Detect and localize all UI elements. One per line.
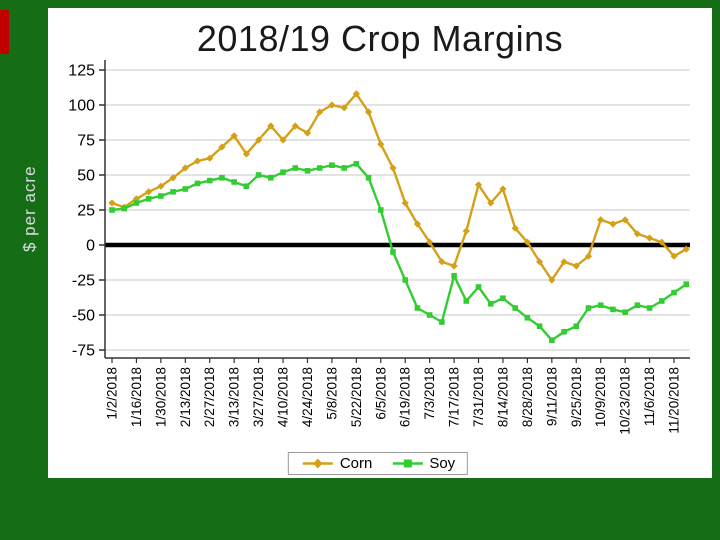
svg-text:7/17/2018: 7/17/2018 xyxy=(447,367,462,427)
svg-text:50: 50 xyxy=(77,168,95,185)
svg-text:1/30/2018: 1/30/2018 xyxy=(153,367,168,427)
page-title: 2018/19 Crop Margins xyxy=(196,18,564,59)
svg-text:1/2/2018: 1/2/2018 xyxy=(105,367,120,420)
svg-text:5/22/2018: 5/22/2018 xyxy=(349,367,364,427)
svg-text:100: 100 xyxy=(68,98,95,115)
svg-text:-50: -50 xyxy=(72,308,95,325)
svg-text:7/31/2018: 7/31/2018 xyxy=(471,367,486,427)
legend-item-corn: Corn xyxy=(301,455,373,472)
legend-label-soy: Soy xyxy=(429,455,456,472)
svg-text:75: 75 xyxy=(77,133,95,150)
svg-text:8/14/2018: 8/14/2018 xyxy=(495,367,510,427)
svg-text:25: 25 xyxy=(77,203,95,220)
svg-text:6/5/2018: 6/5/2018 xyxy=(373,367,388,420)
svg-text:0: 0 xyxy=(86,238,95,255)
svg-text:10/9/2018: 10/9/2018 xyxy=(593,367,608,427)
svg-text:10/23/2018: 10/23/2018 xyxy=(618,367,633,435)
svg-text:125: 125 xyxy=(68,63,95,80)
svg-text:8/28/2018: 8/28/2018 xyxy=(520,367,535,427)
svg-text:5/8/2018: 5/8/2018 xyxy=(324,367,339,420)
svg-text:1/16/2018: 1/16/2018 xyxy=(129,367,144,427)
svg-text:6/19/2018: 6/19/2018 xyxy=(398,367,413,427)
svg-text:9/25/2018: 9/25/2018 xyxy=(569,367,584,427)
soy-legend-marker-icon xyxy=(392,459,423,468)
svg-text:7/3/2018: 7/3/2018 xyxy=(422,367,437,420)
svg-text:3/27/2018: 3/27/2018 xyxy=(251,367,266,427)
red-accent-bar xyxy=(0,10,9,54)
legend-item-soy: Soy xyxy=(390,455,455,472)
svg-text:4/10/2018: 4/10/2018 xyxy=(276,367,291,427)
svg-text:9/11/2018: 9/11/2018 xyxy=(544,367,559,426)
svg-text:3/13/2018: 3/13/2018 xyxy=(227,367,242,427)
footer-bar: IOWA STATE UNIVERSITY Extension and Outr… xyxy=(0,478,720,540)
svg-text:2/13/2018: 2/13/2018 xyxy=(178,367,193,427)
svg-text:-25: -25 xyxy=(72,273,95,290)
svg-text:-75: -75 xyxy=(72,343,95,360)
svg-text:2/27/2018: 2/27/2018 xyxy=(202,367,217,427)
chart-legend: Corn Soy xyxy=(287,452,469,475)
svg-text:4/24/2018: 4/24/2018 xyxy=(300,367,315,427)
corn-legend-marker-icon xyxy=(302,458,333,469)
svg-text:11/6/2018: 11/6/2018 xyxy=(642,367,657,426)
svg-text:11/20/2018: 11/20/2018 xyxy=(667,367,682,434)
legend-label-corn: Corn xyxy=(339,455,373,472)
